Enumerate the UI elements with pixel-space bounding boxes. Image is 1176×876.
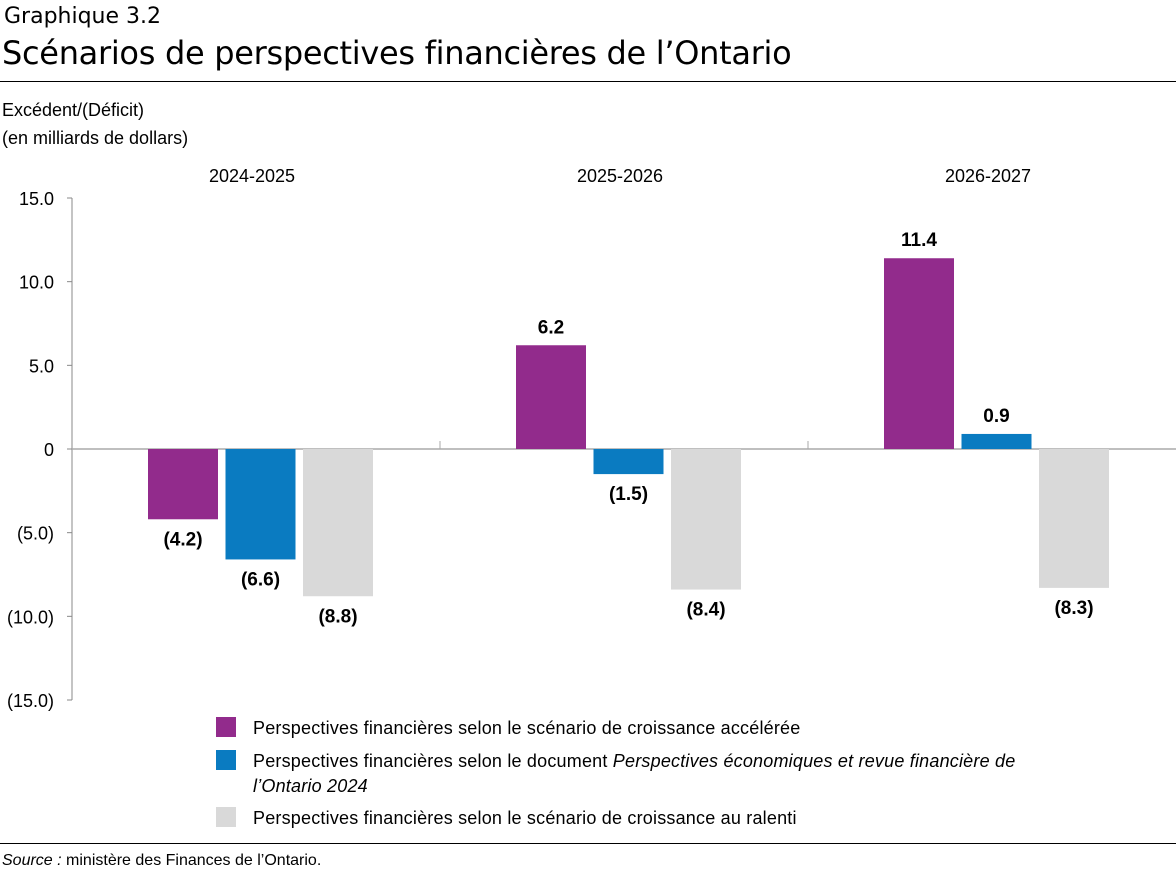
- bar: [225, 449, 296, 560]
- data-label: (1.5): [609, 484, 648, 505]
- y-axis-label: Excédent/(Déficit): [2, 100, 145, 120]
- bar: [516, 345, 586, 449]
- bar: [671, 449, 741, 590]
- y-tick-label: 15.0: [19, 189, 54, 209]
- y-tick-label: (10.0): [7, 607, 54, 627]
- title-divider: [0, 81, 1176, 82]
- data-label: (6.6): [241, 569, 280, 590]
- legend-text: Perspectives financières selon le scénar…: [253, 718, 801, 738]
- data-label: (8.8): [318, 606, 357, 627]
- data-label: (8.4): [686, 600, 725, 621]
- bar: [303, 449, 373, 597]
- data-label: 6.2: [538, 317, 564, 338]
- legend-item-fall-statement: Perspectives financières selon le docume…: [216, 749, 1053, 799]
- data-label: (4.2): [163, 529, 202, 550]
- data-label: (8.3): [1054, 598, 1093, 619]
- source-label: Source :: [2, 852, 62, 869]
- bar: [1039, 449, 1109, 588]
- data-label: 11.4: [901, 230, 937, 251]
- category-label: 2025-2026: [577, 166, 663, 186]
- y-axis-unit: (en milliards de dollars): [2, 128, 189, 148]
- y-tick-label: (15.0): [7, 691, 54, 711]
- bar: [961, 433, 1032, 449]
- legend-text: Perspectives financières selon le scénar…: [253, 808, 797, 828]
- data-label: 0.9: [983, 406, 1009, 427]
- bar: [148, 449, 218, 520]
- bar: [593, 449, 664, 475]
- y-tick-label: 10.0: [19, 273, 54, 293]
- legend-item-accelerated: Perspectives financières selon le scénar…: [216, 716, 1053, 741]
- chart-title: Scénarios de perspectives financières de…: [2, 34, 792, 72]
- legend-text: Perspectives financières selon le docume…: [253, 751, 613, 771]
- legend-item-slow: Perspectives financières selon le scénar…: [216, 806, 1053, 831]
- bar-chart: 15.0 10.0 5.0 0 (5.0) (10.0) (15.0) 2024-2025 (4…: [7, 166, 1176, 711]
- legend-swatch-blue: [216, 750, 236, 770]
- source-text: ministère des Finances de l’Ontario.: [61, 852, 322, 869]
- chart-number: Graphique 3.2: [4, 4, 162, 29]
- legend-swatch-purple: [216, 717, 236, 737]
- y-tick-label: 0: [44, 440, 54, 460]
- legend-swatch-gray: [216, 807, 236, 827]
- y-tick-label: 5.0: [29, 356, 54, 376]
- legend-text-italic: Perspectives économiques et revue financ…: [253, 751, 1016, 796]
- category-label: 2026-2027: [945, 166, 1031, 186]
- y-tick-label: (5.0): [17, 524, 54, 544]
- source-divider: [0, 843, 1176, 844]
- bar: [884, 258, 954, 449]
- source-note: Source : ministère des Finances de l’Ont…: [2, 852, 321, 870]
- category-label: 2024-2025: [209, 166, 295, 186]
